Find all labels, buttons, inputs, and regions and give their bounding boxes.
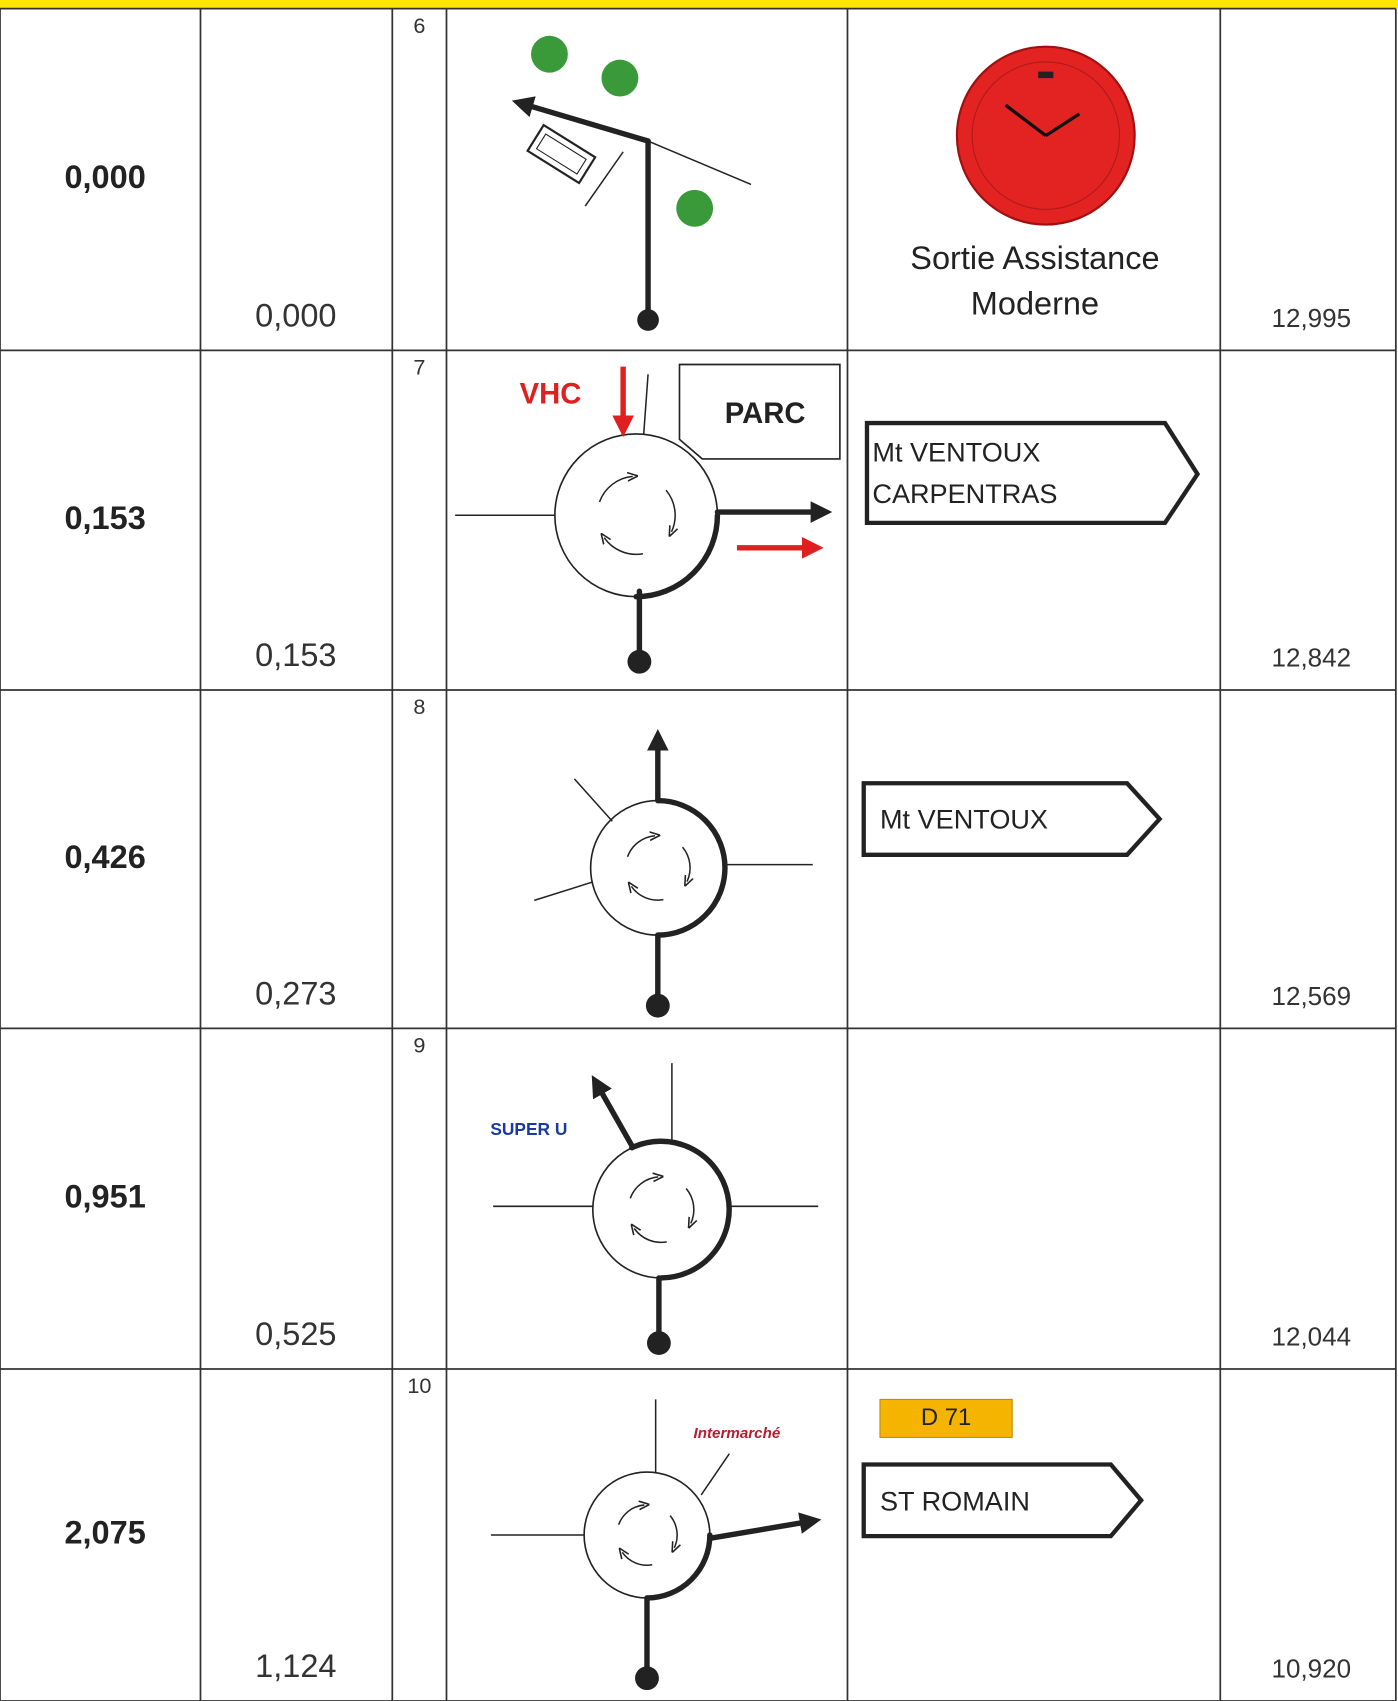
circulation-arrow: [626, 836, 655, 858]
circulation-arrow: [622, 1552, 653, 1566]
total-distance: 0,153: [64, 500, 145, 536]
diagram-8: [534, 729, 813, 1018]
partial-distance: 0,525: [255, 1316, 336, 1352]
diagram-7: [455, 363, 841, 674]
logo-label: Intermarché: [694, 1425, 781, 1442]
sign-line: CARPENTRAS: [872, 478, 1057, 509]
diagram-9: [493, 1063, 819, 1355]
partial-distance: 0,153: [255, 637, 336, 673]
circulation-arrow: [629, 1177, 658, 1199]
remaining-distance: 10,920: [1272, 1653, 1352, 1683]
step-number: 9: [413, 1033, 425, 1058]
total-distance: 2,075: [64, 1515, 145, 1551]
step-number: 8: [413, 694, 425, 719]
clock-sign: [955, 45, 1136, 226]
circulation-arrow: [634, 1228, 667, 1244]
step-number: 6: [413, 13, 425, 38]
remaining-distance: 12,995: [1272, 303, 1352, 333]
total-distance: 0,951: [64, 1178, 145, 1214]
diagram-label: PARC: [725, 398, 806, 430]
partial-distance: 0,273: [255, 975, 336, 1011]
circulation-arrow: [681, 846, 691, 881]
diagram-6: [511, 35, 752, 331]
direction-sign: [861, 781, 1163, 858]
remaining-distance: 12,044: [1272, 1322, 1352, 1352]
sign-line: Mt VENTOUX: [872, 437, 1040, 468]
remaining-distance: 12,569: [1272, 981, 1352, 1011]
diagram-label: VHC: [520, 379, 582, 411]
sign-line: ST ROMAIN: [880, 1486, 1030, 1517]
total-distance: 0,000: [64, 159, 145, 195]
circulation-arrow: [685, 1187, 694, 1223]
header-band: [0, 0, 1398, 9]
step-number: 10: [407, 1373, 431, 1398]
partial-distance: 0,000: [255, 297, 336, 333]
circulation-arrow: [617, 1505, 645, 1525]
circulation-arrow: [665, 489, 675, 532]
remaining-distance: 12,842: [1272, 642, 1352, 672]
sign-caption: Sortie Assistance: [910, 240, 1159, 276]
circulation-arrow: [604, 538, 644, 556]
table-grid: [0, 7, 1397, 1701]
direction-sign: [861, 1462, 1145, 1539]
circulation-arrow: [669, 1515, 677, 1548]
sign-line: Mt VENTOUX: [880, 803, 1048, 834]
road-badge-text: D 71: [921, 1404, 971, 1431]
direction-sign: [864, 420, 1201, 526]
total-distance: 0,426: [64, 839, 145, 875]
circulation-arrow: [631, 886, 664, 901]
sign-caption: Moderne: [971, 286, 1099, 322]
step-number: 7: [413, 355, 425, 380]
diagram-10: [490, 1399, 822, 1691]
circulation-arrow: [598, 476, 632, 503]
road-badge: [879, 1398, 1013, 1438]
logo-label: SUPER U: [490, 1119, 567, 1139]
partial-distance: 1,124: [255, 1648, 336, 1684]
